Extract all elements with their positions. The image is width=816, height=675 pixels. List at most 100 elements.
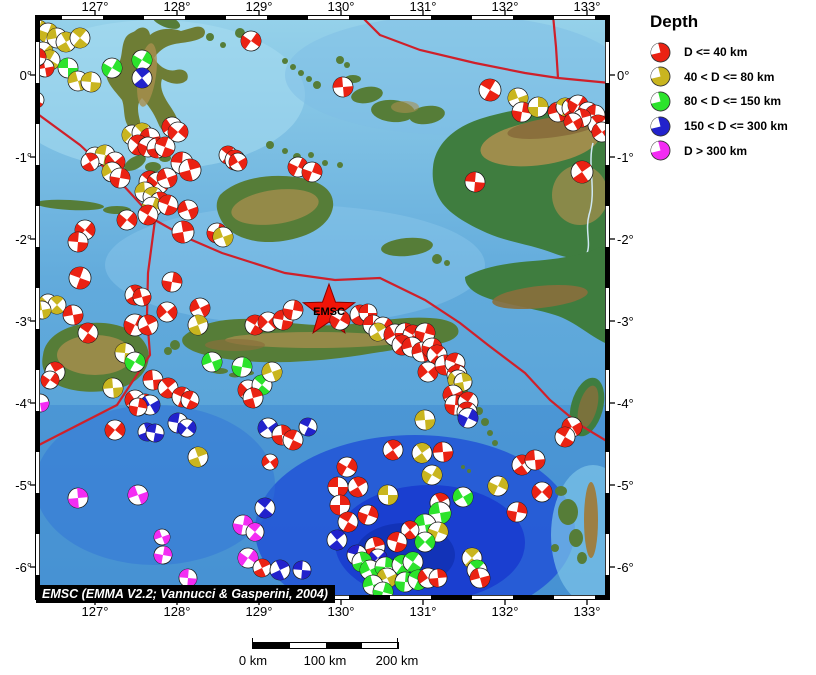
beachball xyxy=(478,78,502,102)
epicenter-star-text: EMSC xyxy=(313,306,345,318)
beachball xyxy=(157,194,179,216)
scale-label-200: 200 km xyxy=(375,653,419,668)
beachball xyxy=(242,387,264,409)
beachball xyxy=(156,167,178,189)
beachball xyxy=(177,418,197,438)
lon-label-top: 130° xyxy=(327,0,355,14)
lat-label-left: -4° xyxy=(15,396,32,411)
beachball xyxy=(282,429,304,451)
beachball xyxy=(368,322,388,342)
plate-boundary-line xyxy=(154,219,610,444)
legend-entry-2: 80 < D <= 150 km xyxy=(650,89,816,114)
map: EMSC xyxy=(30,10,615,605)
beachball xyxy=(62,304,84,326)
beachball xyxy=(428,501,452,525)
legend-entry-label: 40 < D <= 80 km xyxy=(684,69,775,84)
lon-label-bottom: 130° xyxy=(327,604,355,619)
beachball xyxy=(116,209,138,231)
beachball xyxy=(386,531,408,553)
beachball xyxy=(102,377,124,399)
lat-label-right: 0° xyxy=(617,68,630,83)
beachball xyxy=(377,484,399,506)
beachball xyxy=(261,361,283,383)
epicenter-star-label: EMSC xyxy=(313,306,345,318)
beachball xyxy=(178,568,198,588)
beachball xyxy=(109,167,131,189)
beachball xyxy=(127,484,149,506)
beachball xyxy=(292,560,312,580)
beachball xyxy=(337,511,359,533)
lon-label-top: 133° xyxy=(573,0,601,14)
beachball xyxy=(301,161,323,183)
scale-bar-segment xyxy=(254,643,290,648)
beachball xyxy=(237,547,259,569)
lat-label-left: -5° xyxy=(15,478,32,493)
beachball xyxy=(282,299,304,321)
epicenter-star xyxy=(301,282,357,334)
legend-entry-label: D > 300 km xyxy=(684,143,748,158)
beachball xyxy=(153,528,171,546)
beachball xyxy=(80,71,102,93)
beachball xyxy=(131,67,153,89)
beachball xyxy=(524,449,546,471)
legend-beachball-icon xyxy=(650,116,671,137)
scale-bar-tick xyxy=(397,638,398,649)
beachball xyxy=(421,464,443,486)
beachball xyxy=(531,481,553,503)
beachball xyxy=(245,522,265,542)
beachball xyxy=(563,112,583,132)
scale-bar: 0 km 100 km 200 km xyxy=(239,638,418,668)
lat-label-right: -5° xyxy=(617,478,634,493)
beachball xyxy=(329,309,351,331)
scale-bar-track xyxy=(253,642,399,649)
beachball xyxy=(228,152,248,172)
beachball xyxy=(178,158,202,182)
beachball xyxy=(68,266,92,290)
lon-label-top: 132° xyxy=(491,0,519,14)
beachball xyxy=(326,529,348,551)
beachball xyxy=(269,559,291,581)
beachball xyxy=(411,442,433,464)
beachball xyxy=(212,226,234,248)
beachball xyxy=(137,204,159,226)
beachball xyxy=(464,171,486,193)
beachball xyxy=(469,567,491,589)
lat-label-right: -6° xyxy=(617,560,634,575)
lat-label-right: -1° xyxy=(617,150,634,165)
beachball xyxy=(145,423,165,443)
beachball xyxy=(298,417,318,437)
legend-entry-label: 150 < D <= 300 km xyxy=(684,119,788,134)
beachball xyxy=(240,30,262,52)
beachball xyxy=(336,456,358,478)
beachball xyxy=(156,301,178,323)
beachball xyxy=(67,231,89,253)
lon-label-bottom: 127° xyxy=(81,604,109,619)
legend-entry-label: 80 < D <= 150 km xyxy=(684,94,782,109)
lat-label-left: -3° xyxy=(15,314,32,329)
beachball xyxy=(261,453,279,471)
beachball xyxy=(432,441,454,463)
beachball xyxy=(329,494,351,516)
lon-label-bottom: 132° xyxy=(491,604,519,619)
beachball xyxy=(414,409,436,431)
beachball xyxy=(332,76,354,98)
beachball xyxy=(171,220,195,244)
beachball xyxy=(382,439,404,461)
depth-legend: Depth D <= 40 km 40 < D <= 80 km 80 < D <=… xyxy=(650,12,816,163)
scale-label-100: 100 km xyxy=(303,653,347,668)
beachball xyxy=(137,314,159,336)
beachball xyxy=(506,501,528,523)
lon-label-top: 129° xyxy=(245,0,273,14)
beachball xyxy=(161,271,183,293)
beachball xyxy=(347,476,369,498)
lon-label-top: 127° xyxy=(81,0,109,14)
beachball xyxy=(189,297,211,319)
beachball xyxy=(67,487,89,509)
beachball xyxy=(142,369,164,391)
beachball xyxy=(570,160,594,184)
beachball xyxy=(554,426,576,448)
legend-entry-4: D > 300 km xyxy=(650,138,816,163)
lat-label-left: -6° xyxy=(15,560,32,575)
beachball xyxy=(414,531,436,553)
